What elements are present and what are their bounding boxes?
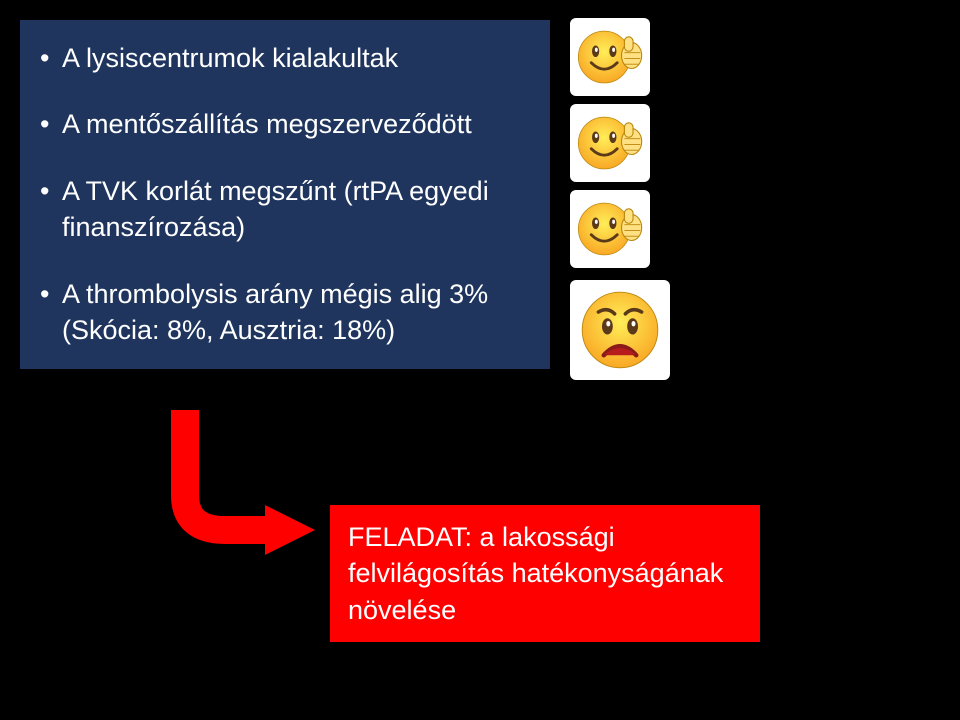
- thumbs-up-emoji-3: [570, 190, 650, 268]
- thumbs-up-emoji-1: [570, 18, 650, 96]
- sad-emoji-box: [570, 280, 670, 380]
- smiley-thumbs-up-icon: [574, 193, 646, 265]
- callout-text: FELADAT: a lakossági felvilágosítás haté…: [348, 519, 742, 628]
- bullet-item-3: A TVK korlát megszűnt (rtPA egyedi finan…: [38, 173, 532, 246]
- callout-box: FELADAT: a lakossági felvilágosítás haté…: [330, 505, 760, 642]
- smiley-thumbs-up-icon: [574, 21, 646, 93]
- bullet-list: A lysiscentrumok kialakultak A mentőszál…: [38, 40, 532, 349]
- bullet-item-4: A thrombolysis arány mégis alig 3% (Skóc…: [38, 276, 532, 349]
- arrow-container: [135, 405, 325, 580]
- curved-arrow-icon: [135, 405, 325, 580]
- thumbs-up-emoji-2: [570, 104, 650, 182]
- slide: A lysiscentrumok kialakultak A mentőszál…: [0, 0, 960, 720]
- content-box: A lysiscentrumok kialakultak A mentőszál…: [20, 20, 550, 369]
- emoji-happy-column: [570, 18, 650, 268]
- smiley-thumbs-up-icon: [574, 107, 646, 179]
- bullet-item-1: A lysiscentrumok kialakultak: [38, 40, 532, 76]
- bullet-item-2: A mentőszállítás megszerveződött: [38, 106, 532, 142]
- sad-emoji-icon: [575, 285, 665, 375]
